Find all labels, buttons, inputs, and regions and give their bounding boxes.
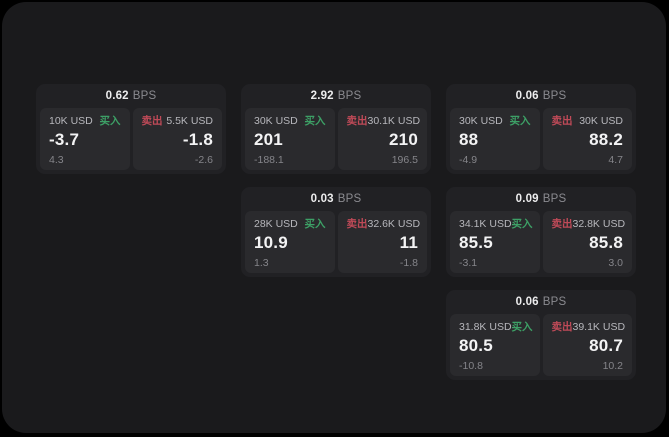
quote-card: 0.03 BPS 28K USD 买入 10.9 1.3 卖出 32.6K US…	[241, 187, 431, 277]
buy-label: 买入	[99, 115, 121, 127]
buy-change: 4.3	[49, 154, 64, 166]
buy-price: 88	[459, 130, 479, 149]
buy-amount: 31.8K USD	[459, 321, 512, 333]
sell-price: -1.8	[182, 130, 213, 149]
sell-price: 11	[399, 233, 418, 252]
buy-price: 10.9	[254, 233, 288, 252]
sell-amount: 30.1K USD	[367, 115, 421, 127]
buy-amount: 10K USD	[49, 115, 93, 127]
sell-price: 88.2	[589, 130, 623, 149]
bps-header: 0.62 BPS	[40, 84, 222, 108]
sell-amount: 32.6K USD	[367, 218, 421, 230]
buy-label: 买入	[509, 115, 531, 127]
buy-amount: 30K USD	[254, 115, 298, 127]
sell-price: 85.8	[589, 233, 623, 252]
sell-change: 4.7	[608, 154, 623, 166]
bps-unit: BPS	[132, 90, 157, 102]
app-surface: 0.62 BPS 10K USD 买入 -3.7 4.3 卖出 5.5K USD…	[2, 2, 666, 433]
buy-panel[interactable]: 34.1K USD 买入 85.5 -3.1	[450, 211, 540, 273]
buy-panel[interactable]: 31.8K USD 买入 80.5 -10.8	[450, 314, 540, 376]
quote-card: 0.06 BPS 31.8K USD 买入 80.5 -10.8 卖出 39.1…	[446, 290, 636, 380]
bps-value: 2.92	[310, 90, 334, 102]
bps-value: 0.03	[310, 193, 334, 205]
bps-value: 0.06	[515, 296, 539, 308]
buy-price: 85.5	[459, 233, 493, 252]
bps-header: 0.09 BPS	[450, 187, 632, 211]
buy-price: 201	[254, 130, 283, 149]
bps-header: 2.92 BPS	[245, 84, 427, 108]
buy-price: -3.7	[49, 130, 80, 149]
sell-change: 3.0	[608, 257, 623, 269]
buy-label: 买入	[304, 115, 326, 127]
sell-panel[interactable]: 卖出 32.8K USD 85.8 3.0	[542, 211, 632, 273]
sell-label: 卖出	[346, 218, 368, 230]
sell-change: 196.5	[391, 154, 418, 166]
buy-change: 1.3	[254, 257, 269, 269]
bps-unit: BPS	[542, 90, 567, 102]
buy-panel[interactable]: 28K USD 买入 10.9 1.3	[245, 211, 335, 273]
sell-amount: 32.8K USD	[572, 218, 626, 230]
bps-header: 0.03 BPS	[245, 187, 427, 211]
buy-label: 买入	[511, 321, 533, 333]
buy-change: -4.9	[459, 154, 478, 166]
bps-header: 0.06 BPS	[450, 84, 632, 108]
buy-panel[interactable]: 30K USD 买入 201 -188.1	[245, 108, 335, 170]
bps-value: 0.06	[515, 90, 539, 102]
quote-card: 2.92 BPS 30K USD 买入 201 -188.1 卖出 30.1K …	[241, 84, 431, 174]
bps-unit: BPS	[542, 193, 567, 205]
bps-unit: BPS	[542, 296, 567, 308]
sell-change: 10.2	[602, 360, 623, 372]
quote-card: 0.62 BPS 10K USD 买入 -3.7 4.3 卖出 5.5K USD…	[36, 84, 226, 174]
buy-panel[interactable]: 30K USD 买入 88 -4.9	[450, 108, 540, 170]
quote-card: 0.06 BPS 30K USD 买入 88 -4.9 卖出 30K USD 8…	[446, 84, 636, 174]
buy-change: -10.8	[459, 360, 483, 372]
sell-change: -2.6	[194, 154, 213, 166]
bps-value: 0.62	[105, 90, 129, 102]
sell-panel[interactable]: 卖出 5.5K USD -1.8 -2.6	[132, 108, 222, 170]
sell-price: 80.7	[589, 336, 623, 355]
sell-panel[interactable]: 卖出 39.1K USD 80.7 10.2	[542, 314, 632, 376]
bps-unit: BPS	[337, 90, 362, 102]
sell-amount: 5.5K USD	[166, 115, 213, 127]
sell-price: 210	[389, 130, 418, 149]
bps-unit: BPS	[337, 193, 362, 205]
sell-label: 卖出	[141, 115, 163, 127]
bps-value: 0.09	[515, 193, 539, 205]
sell-panel[interactable]: 卖出 32.6K USD 11 -1.8	[337, 211, 427, 273]
quote-card: 0.09 BPS 34.1K USD 买入 85.5 -3.1 卖出 32.8K…	[446, 187, 636, 277]
sell-amount: 39.1K USD	[572, 321, 626, 333]
sell-label: 卖出	[551, 321, 573, 333]
sell-panel[interactable]: 卖出 30.1K USD 210 196.5	[337, 108, 427, 170]
sell-change: -1.8	[399, 257, 418, 269]
sell-label: 卖出	[551, 218, 573, 230]
buy-amount: 28K USD	[254, 218, 298, 230]
sell-label: 卖出	[551, 115, 573, 127]
buy-label: 买入	[511, 218, 533, 230]
buy-change: -188.1	[254, 154, 284, 166]
buy-change: -3.1	[459, 257, 478, 269]
sell-amount: 30K USD	[579, 115, 623, 127]
buy-panel[interactable]: 10K USD 买入 -3.7 4.3	[40, 108, 130, 170]
buy-label: 买入	[304, 218, 326, 230]
buy-price: 80.5	[459, 336, 493, 355]
sell-panel[interactable]: 卖出 30K USD 88.2 4.7	[542, 108, 632, 170]
bps-header: 0.06 BPS	[450, 290, 632, 314]
buy-amount: 34.1K USD	[459, 218, 512, 230]
sell-label: 卖出	[346, 115, 368, 127]
buy-amount: 30K USD	[459, 115, 503, 127]
